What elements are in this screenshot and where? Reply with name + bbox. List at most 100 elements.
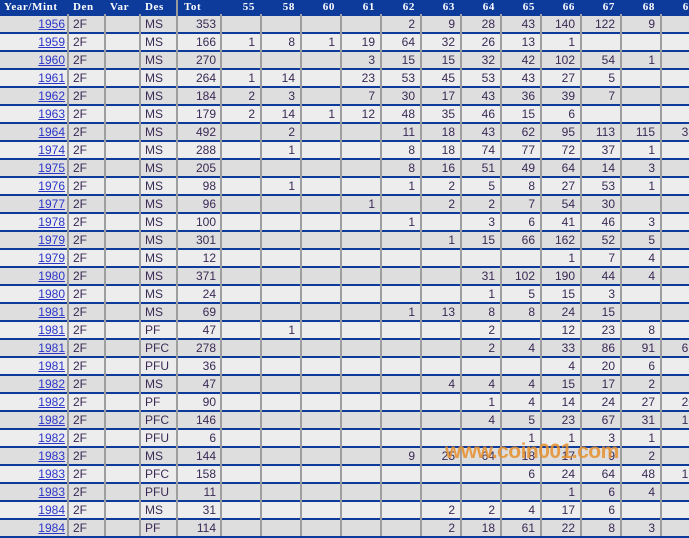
year-link[interactable]: 1959	[38, 35, 65, 49]
year-link[interactable]: 1979	[38, 233, 65, 247]
cell-year-mint[interactable]: 1982	[0, 428, 69, 447]
cell-year-mint[interactable]: 1979	[0, 248, 69, 267]
cell-grade-65	[501, 248, 542, 267]
table-header-row: Year/Mint Den Var Des Tot 55 58 60 61 62…	[0, 0, 689, 15]
cell-year-mint[interactable]: 1980	[0, 284, 69, 303]
cell-grade-66: 17	[541, 446, 582, 465]
cell-designation: PFC	[140, 410, 178, 429]
column-header-grade-58[interactable]: 58	[261, 0, 301, 15]
cell-grade-64: 4	[461, 374, 502, 393]
cell-year-mint[interactable]: 1963	[0, 104, 69, 123]
cell-grade-58	[261, 158, 302, 177]
column-header-var[interactable]: Var	[105, 0, 140, 15]
cell-year-mint[interactable]: 1983	[0, 482, 69, 501]
column-header-year-mint[interactable]: Year/Mint	[0, 0, 68, 15]
column-header-grade-60[interactable]: 60	[301, 0, 341, 15]
cell-year-mint[interactable]: 1980	[0, 266, 69, 285]
year-link[interactable]: 1977	[38, 197, 65, 211]
cell-year-mint[interactable]: 1956	[0, 14, 69, 33]
cell-grade-61: 19	[341, 32, 382, 51]
cell-grade-67: 86	[581, 338, 622, 357]
column-header-des[interactable]: Des	[140, 0, 177, 15]
table-row: 1983 2F PFU 11 1 6 4	[0, 482, 689, 501]
column-header-den[interactable]: Den	[68, 0, 105, 15]
cell-grade-63	[421, 482, 462, 501]
year-link[interactable]: 1964	[38, 125, 65, 139]
column-header-grade-68[interactable]: 68	[621, 0, 661, 15]
year-link[interactable]: 1982	[38, 377, 65, 391]
cell-grade-67: 46	[581, 212, 622, 231]
year-link[interactable]: 1960	[38, 53, 65, 67]
cell-year-mint[interactable]: 1981	[0, 302, 69, 321]
column-header-grade-64[interactable]: 64	[461, 0, 501, 15]
column-header-grade-62[interactable]: 62	[381, 0, 421, 15]
cell-year-mint[interactable]: 1982	[0, 392, 69, 411]
column-header-grade-61[interactable]: 61	[341, 0, 381, 15]
column-header-tot[interactable]: Tot	[176, 0, 221, 15]
column-header-grade-65[interactable]: 65	[501, 0, 541, 15]
cell-grade-69	[661, 248, 689, 267]
cell-year-mint[interactable]: 1962	[0, 86, 69, 105]
year-link[interactable]: 1984	[38, 521, 65, 535]
cell-grade-64	[461, 356, 502, 375]
year-link[interactable]: 1981	[38, 359, 65, 373]
cell-grade-66: 24	[541, 464, 582, 483]
cell-year-mint[interactable]: 1982	[0, 374, 69, 393]
year-link[interactable]: 1984	[38, 503, 65, 517]
cell-year-mint[interactable]: 1974	[0, 140, 69, 159]
table-row: 1983 2F MS 144 9 25 64 18 17 9 2	[0, 446, 689, 465]
cell-year-mint[interactable]: 1959	[0, 32, 69, 51]
cell-year-mint[interactable]: 1978	[0, 212, 69, 231]
cell-year-mint[interactable]: 1981	[0, 356, 69, 375]
cell-grade-66: 72	[541, 140, 582, 159]
year-link[interactable]: 1979	[38, 251, 65, 265]
year-link[interactable]: 1982	[38, 431, 65, 445]
cell-year-mint[interactable]: 1961	[0, 68, 69, 87]
cell-year-mint[interactable]: 1983	[0, 446, 69, 465]
column-header-grade-69[interactable]: 69	[661, 0, 689, 15]
cell-grade-68: 48	[621, 464, 662, 483]
year-link[interactable]: 1981	[38, 305, 65, 319]
cell-designation: MS	[140, 158, 178, 177]
year-link[interactable]: 1982	[38, 395, 65, 409]
year-link[interactable]: 1982	[38, 413, 65, 427]
year-link[interactable]: 1980	[38, 287, 65, 301]
cell-designation: MS	[140, 140, 178, 159]
year-link[interactable]: 1956	[38, 17, 65, 31]
column-header-grade-67[interactable]: 67	[581, 0, 621, 15]
column-header-grade-55[interactable]: 55	[221, 0, 261, 15]
year-link[interactable]: 1974	[38, 143, 65, 157]
cell-denomination: 2F	[68, 410, 106, 429]
year-link[interactable]: 1962	[38, 89, 65, 103]
cell-year-mint[interactable]: 1984	[0, 500, 69, 519]
column-header-grade-66[interactable]: 66	[541, 0, 581, 15]
year-link[interactable]: 1983	[38, 485, 65, 499]
cell-grade-69	[661, 176, 689, 195]
cell-year-mint[interactable]: 1982	[0, 410, 69, 429]
year-link[interactable]: 1983	[38, 467, 65, 481]
cell-year-mint[interactable]: 1975	[0, 158, 69, 177]
cell-year-mint[interactable]: 1981	[0, 320, 69, 339]
year-link[interactable]: 1975	[38, 161, 65, 175]
year-link[interactable]: 1978	[38, 215, 65, 229]
cell-year-mint[interactable]: 1979	[0, 230, 69, 249]
cell-year-mint[interactable]: 1984	[0, 518, 69, 538]
column-header-grade-63[interactable]: 63	[421, 0, 461, 15]
cell-grade-66: 22	[541, 518, 582, 538]
year-link[interactable]: 1963	[38, 107, 65, 121]
cell-year-mint[interactable]: 1981	[0, 338, 69, 357]
cell-year-mint[interactable]: 1977	[0, 194, 69, 213]
cell-year-mint[interactable]: 1976	[0, 176, 69, 195]
year-link[interactable]: 1976	[38, 179, 65, 193]
cell-year-mint[interactable]: 1983	[0, 464, 69, 483]
cell-grade-60	[301, 266, 342, 285]
cell-year-mint[interactable]: 1964	[0, 122, 69, 141]
year-link[interactable]: 1981	[38, 341, 65, 355]
year-link[interactable]: 1961	[38, 71, 65, 85]
year-link[interactable]: 1981	[38, 323, 65, 337]
year-link[interactable]: 1983	[38, 449, 65, 463]
cell-variety	[105, 212, 141, 231]
cell-year-mint[interactable]: 1960	[0, 50, 69, 69]
year-link[interactable]: 1980	[38, 269, 65, 283]
